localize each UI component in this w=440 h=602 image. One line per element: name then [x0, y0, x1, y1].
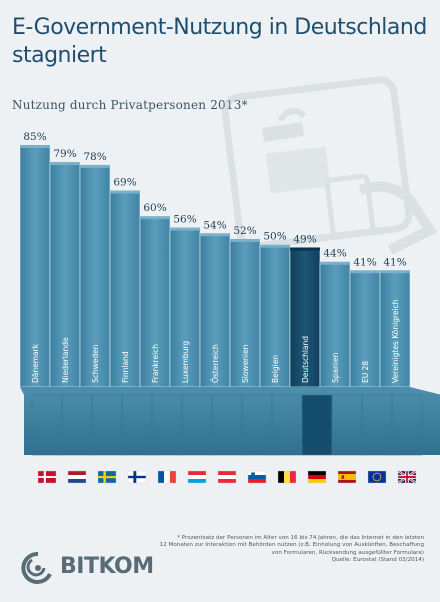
value-label-6: 54% — [203, 219, 226, 231]
bar-12 — [379, 269, 411, 388]
flag-belgium-icon — [277, 470, 297, 484]
value-label-10: 44% — [323, 248, 346, 260]
category-label-8: Belgien — [271, 355, 280, 383]
bars: 85% Dänemark 79% Niederlande 78% Schweden 69% F… — [19, 131, 411, 388]
bar-cap-6 — [200, 233, 230, 237]
bar-cap-10 — [320, 261, 350, 265]
flags-row — [37, 470, 417, 484]
flag-france-icon — [157, 470, 177, 484]
bar-cap-3 — [110, 190, 140, 194]
bar-cap-9 — [290, 247, 320, 251]
value-label-5: 56% — [173, 214, 196, 226]
category-label-0: Dänemark — [31, 343, 40, 383]
flag-eu-icon — [367, 470, 387, 484]
footnote: * Prozentsatz der Personen im Alter von … — [134, 535, 424, 565]
flag-germany-icon — [307, 470, 327, 484]
category-label-11: EU 28 — [361, 361, 370, 383]
base-segment-12 — [391, 394, 423, 456]
category-label-1: Niederlande — [61, 337, 70, 383]
footnote-line: * Prozentsatz der Personen im Alter von … — [177, 535, 424, 541]
value-label-0: 85% — [23, 131, 46, 143]
flag-denmark-icon — [37, 470, 57, 484]
bar-cap-8 — [260, 244, 290, 248]
value-label-11: 41% — [353, 256, 376, 268]
category-label-4: Frankreich — [151, 344, 160, 383]
tablet-illustration — [221, 76, 438, 255]
base-slab — [20, 387, 440, 455]
bar-10 — [319, 261, 351, 388]
bar-cap-12 — [380, 270, 410, 274]
flag-luxembourg-icon — [187, 470, 207, 484]
category-label-9: Deutschland — [301, 336, 310, 383]
flag-spain-icon — [337, 470, 357, 484]
bar-2 — [79, 164, 111, 388]
flag-sweden-icon — [97, 470, 117, 484]
bar-11 — [349, 269, 381, 388]
category-label-7: Slowenien — [241, 344, 250, 383]
bar-8 — [259, 244, 291, 388]
logo-text: BITKOM — [60, 554, 154, 579]
category-label-5: Luxemburg — [181, 341, 190, 383]
category-label-2: Schweden — [91, 344, 100, 383]
bar-cap-4 — [140, 216, 170, 220]
chart-subtitle: Nutzung durch Privatpersonen 2013* — [12, 98, 248, 112]
bar-0 — [19, 144, 51, 388]
footnote-line: 12 Monaten zur Interaktion mit Behörden … — [159, 542, 424, 549]
flag-finland-icon — [127, 470, 147, 484]
footnote-line: von Formularen, Rücksendung ausgefüllter… — [271, 549, 424, 556]
bitkom-logo: BITKOM — [18, 548, 158, 588]
bar-1 — [49, 161, 81, 388]
category-label-6: Österreich — [211, 344, 220, 383]
footnote-source: Quelle: Eurostat (Stand 03/2014) — [331, 557, 424, 564]
bar-9 — [289, 247, 321, 388]
bar-cap-2 — [80, 164, 110, 168]
flag-austria-icon — [217, 470, 237, 484]
bitkom-logo-icon — [21, 551, 52, 584]
bar-base — [20, 387, 440, 456]
value-label-3: 69% — [113, 177, 136, 189]
bar-cap-0 — [20, 145, 50, 148]
value-label-9: 49% — [293, 233, 316, 245]
value-label-2: 78% — [83, 151, 106, 163]
base-segment-9 — [301, 394, 333, 456]
category-label-3: Finnland — [121, 351, 130, 383]
bar-cap-11 — [350, 270, 380, 274]
value-label-7: 52% — [233, 225, 256, 237]
value-label-12: 41% — [383, 256, 406, 268]
value-label-4: 60% — [143, 202, 166, 214]
bar-chart: 85% Dänemark 79% Niederlande 78% Schweden 69% F… — [19, 76, 440, 484]
bar-cap-7 — [230, 238, 260, 242]
bar-3 — [109, 190, 141, 388]
bar-cap-5 — [170, 227, 200, 231]
bar-cap-1 — [50, 162, 80, 166]
value-label-1: 79% — [53, 148, 76, 160]
flag-united-kingdom-icon — [397, 470, 417, 484]
flag-netherlands-icon — [67, 470, 87, 484]
value-label-8: 50% — [263, 231, 286, 243]
category-label-12: Vereinigtes Königreich — [391, 299, 400, 383]
category-label-10: Spanien — [331, 352, 340, 383]
flag-slovenia-icon — [247, 470, 267, 484]
page-title: E-Government-Nutzung in Deutschland stag… — [12, 15, 427, 68]
